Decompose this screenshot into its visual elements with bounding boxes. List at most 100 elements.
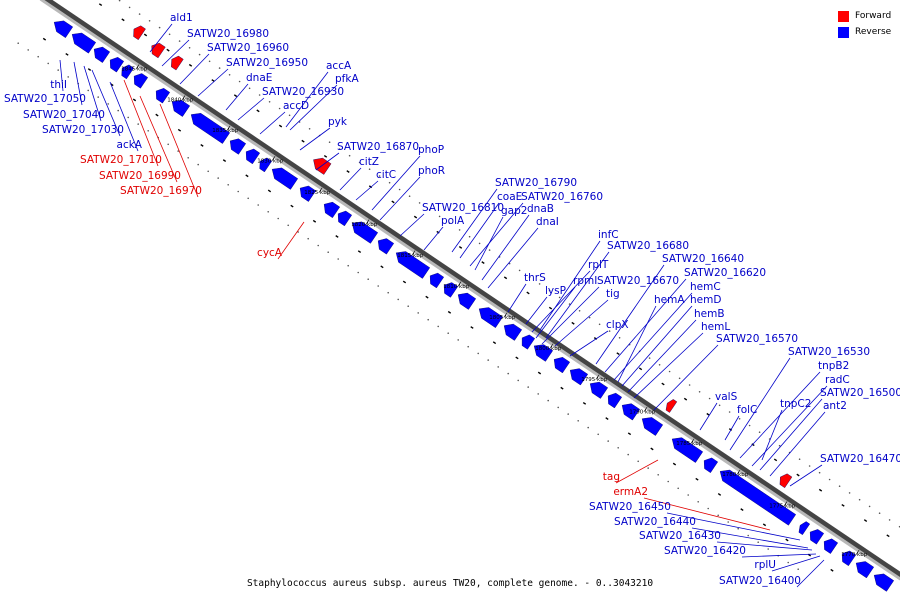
scale-dot <box>868 505 871 508</box>
gene-label-pfka: pfkA <box>335 73 359 85</box>
gene-block-reverse <box>521 334 536 350</box>
axis-tick-label: 1825 kbp <box>304 190 330 196</box>
scale-mark <box>391 200 395 204</box>
scale-dot <box>237 190 239 193</box>
label-leader-line <box>691 527 809 549</box>
scale-mark <box>492 341 497 345</box>
scale-mark <box>818 488 823 492</box>
scale-mark <box>740 508 744 512</box>
label-leader-line <box>569 330 609 357</box>
label-leader-line <box>545 251 610 339</box>
scale-dot <box>67 76 69 78</box>
gene-block-reverse <box>841 550 857 567</box>
scale-dot <box>687 494 689 496</box>
scale-dot <box>527 386 529 388</box>
gene-label-rpmi: rpmI <box>573 275 597 287</box>
gene-label-satw20_16620: SATW20_16620 <box>684 267 766 279</box>
scale-dot <box>517 379 519 382</box>
scale-mark <box>458 246 463 249</box>
scale-dot <box>678 377 681 380</box>
scale-mark <box>796 473 800 477</box>
scale-mark <box>717 493 722 496</box>
gene-label-citz: citZ <box>359 156 379 168</box>
label-leader-line <box>159 103 199 198</box>
scale-mark <box>616 352 620 356</box>
label-leader-line <box>149 23 173 53</box>
label-leader-line <box>539 240 601 331</box>
scale-dot <box>258 94 261 96</box>
label-leader-line <box>237 97 265 121</box>
reverse-swatch <box>838 26 849 38</box>
scale-dot <box>248 87 251 90</box>
label-leader-line <box>109 81 139 152</box>
gene-block-reverse <box>719 469 797 526</box>
scale-dot <box>627 453 629 456</box>
scale-mark <box>650 447 654 451</box>
backbone-line <box>39 0 900 581</box>
axis-tick <box>181 95 186 101</box>
gene-label-hemd: hemD <box>690 294 721 306</box>
label-leader-line <box>161 39 190 67</box>
label-leader-line <box>666 512 801 541</box>
axis-tick <box>503 312 508 318</box>
scale-dot <box>617 447 619 449</box>
scale-dot <box>648 357 651 359</box>
scale-dot <box>497 366 500 368</box>
scale-mark <box>368 185 373 189</box>
scale-dot <box>197 163 199 166</box>
gene-label-tnpb2: tnpB2 <box>818 360 849 372</box>
scale-mark <box>425 295 429 299</box>
gene-label-satw20_16990: SATW20_16990 <box>99 170 181 182</box>
scale-dot <box>188 47 191 49</box>
gene-block-reverse <box>855 561 875 579</box>
scale-dot <box>427 318 430 321</box>
label-leader-line <box>771 555 821 572</box>
gene-block-reverse <box>323 201 341 219</box>
gene-block-reverse <box>395 251 431 279</box>
gene-label-dnae: dnaE <box>246 72 272 84</box>
label-leader-line <box>469 202 524 267</box>
scale-dot <box>207 170 209 173</box>
legend-forward-label: Forward <box>855 11 892 21</box>
label-leader-line <box>769 411 826 477</box>
scale-mark <box>323 154 328 158</box>
label-leader-line <box>481 214 530 281</box>
axis-tick <box>783 501 788 507</box>
scale-dot <box>727 521 729 523</box>
label-leader-line <box>796 559 825 588</box>
gene-label-coae: coaE <box>497 191 522 203</box>
label-leader-line <box>541 286 600 345</box>
scale-mark <box>830 568 834 572</box>
scale-dot <box>568 303 571 305</box>
label-leader-line <box>285 71 329 128</box>
scale-dot <box>257 204 260 206</box>
label-leader-line <box>399 213 425 237</box>
axis-tick-label: 1835 kbp <box>212 128 238 134</box>
label-leader-line <box>355 180 379 201</box>
gene-label-satw20_16470: SATW20_16470 <box>820 453 900 465</box>
gene-label-folc: folC <box>737 404 757 416</box>
scale-dot <box>138 13 141 15</box>
scale-dot <box>698 391 701 393</box>
scale-dot <box>347 264 350 267</box>
gene-block-reverse <box>478 307 504 328</box>
gene-block-reverse <box>873 573 895 592</box>
gene-label-satw20_16980: SATW20_16980 <box>187 28 269 40</box>
scale-dot <box>267 211 270 213</box>
scale-dot <box>688 384 691 386</box>
gene-block-forward <box>171 55 184 71</box>
scale-mark <box>245 174 249 178</box>
axis-tick <box>135 64 140 70</box>
scale-dot <box>587 426 589 429</box>
scale-mark <box>177 128 182 132</box>
scale-mark <box>301 139 305 143</box>
scale-dot <box>307 237 310 240</box>
gene-block-reverse <box>377 238 395 255</box>
label-leader-line <box>761 409 783 461</box>
label-leader-line <box>525 296 548 325</box>
scale-mark <box>278 124 283 128</box>
gene-features <box>53 20 895 592</box>
scale-dot <box>797 568 799 570</box>
gene-label-satw20_16530: SATW20_16530 <box>788 346 870 358</box>
scale-dot <box>317 244 320 247</box>
